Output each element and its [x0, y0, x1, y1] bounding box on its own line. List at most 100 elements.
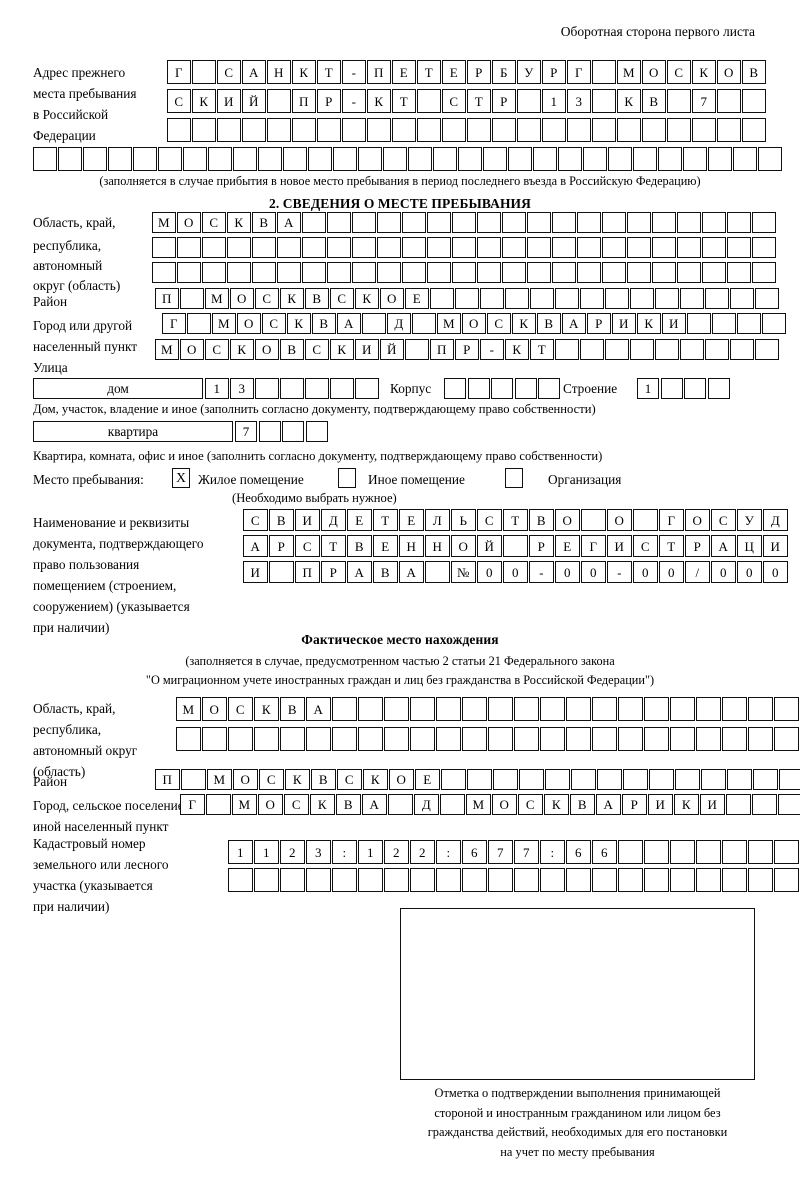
- house-cell-2[interactable]: 3: [230, 378, 254, 399]
- region-r1-cell-21[interactable]: [652, 212, 676, 233]
- document-r2-cell-8[interactable]: Н: [425, 535, 450, 557]
- actual-district-cell-17[interactable]: [571, 769, 596, 790]
- prev-address-r3-cell-3[interactable]: [217, 118, 241, 142]
- prev-address-r3-cell-18[interactable]: [592, 118, 616, 142]
- checkbox-organizaciya[interactable]: [505, 468, 523, 488]
- actual-region-r1-cell-11[interactable]: [436, 697, 461, 721]
- region-r3-cell-2[interactable]: [177, 262, 201, 283]
- actual-city-cell-15[interactable]: К: [544, 794, 569, 815]
- street-cell-4[interactable]: К: [230, 339, 254, 360]
- cadastral-r2-cell-3[interactable]: [280, 868, 305, 892]
- cadastral-r1-cell-14[interactable]: 6: [566, 840, 591, 864]
- cadastral-r1-cell-22[interactable]: [774, 840, 799, 864]
- district-cell-13[interactable]: [455, 288, 479, 309]
- actual-city-cell-1[interactable]: Г: [180, 794, 205, 815]
- prev-address-r3-cell-7[interactable]: [317, 118, 341, 142]
- document-r3-cell-13[interactable]: 0: [555, 561, 580, 583]
- actual-district-cell-9[interactable]: К: [363, 769, 388, 790]
- prev-address-r3-cell-4[interactable]: [242, 118, 266, 142]
- prev-address-r2-cell-23[interactable]: [717, 89, 741, 113]
- document-r1-cell-12[interactable]: В: [529, 509, 554, 531]
- region-r3-cell-10[interactable]: [377, 262, 401, 283]
- region-r2-cell-24[interactable]: [727, 237, 751, 258]
- prev-address-r1-cell-12[interactable]: Е: [442, 60, 466, 84]
- district-cell-6[interactable]: К: [280, 288, 304, 309]
- house-cell-4[interactable]: [280, 378, 304, 399]
- city-cell-18[interactable]: Р: [587, 313, 611, 334]
- stamp-area[interactable]: [400, 908, 755, 1080]
- korpus-cell-1[interactable]: [444, 378, 466, 399]
- document-r3-cell-3[interactable]: П: [295, 561, 320, 583]
- region-r2-cell-21[interactable]: [652, 237, 676, 258]
- prev-address-r1-cell-18[interactable]: [592, 60, 616, 84]
- stroenie-cell-1[interactable]: 1: [637, 378, 659, 399]
- actual-region-r2-cell-8[interactable]: [358, 727, 383, 751]
- cadastral-r2-cell-12[interactable]: [514, 868, 539, 892]
- actual-region-r2-cell-5[interactable]: [280, 727, 305, 751]
- stroenie-cell-2[interactable]: [660, 378, 683, 399]
- document-r3-cell-21[interactable]: 0: [763, 561, 788, 583]
- document-r1-cell-4[interactable]: Д: [321, 509, 346, 531]
- cadastral-r2-cell-13[interactable]: [540, 868, 565, 892]
- prev-address-r4-cell-22[interactable]: [558, 147, 582, 171]
- actual-region-r2-cell-11[interactable]: [436, 727, 461, 751]
- actual-city-cell-3[interactable]: М: [232, 794, 257, 815]
- prev-address-r1-cell-22[interactable]: К: [692, 60, 716, 84]
- korpus-row[interactable]: [444, 378, 560, 399]
- district-cell-8[interactable]: С: [330, 288, 354, 309]
- street-cell-8[interactable]: К: [330, 339, 354, 360]
- document-r2-cell-13[interactable]: Е: [555, 535, 580, 557]
- document-r2-cell-17[interactable]: Т: [659, 535, 684, 557]
- region-r2-cell-12[interactable]: [427, 237, 451, 258]
- korpus-cell-4[interactable]: [514, 378, 537, 399]
- document-r2-cell-14[interactable]: Г: [581, 535, 606, 557]
- prev-address-r3-cell-5[interactable]: [267, 118, 291, 142]
- actual-district-cell-4[interactable]: О: [233, 769, 258, 790]
- prev-address-r4-cell-28[interactable]: [708, 147, 732, 171]
- cadastral-row-2[interactable]: [228, 868, 800, 892]
- document-r1-cell-11[interactable]: Т: [503, 509, 528, 531]
- region-r1-cell-17[interactable]: [552, 212, 576, 233]
- document-r2-cell-15[interactable]: И: [607, 535, 632, 557]
- region-r2-cell-13[interactable]: [452, 237, 476, 258]
- cadastral-r1-cell-13[interactable]: :: [540, 840, 565, 864]
- document-r1-cell-2[interactable]: В: [269, 509, 294, 531]
- prev-address-r1-cell-15[interactable]: У: [517, 60, 541, 84]
- cadastral-r1-cell-16[interactable]: [618, 840, 643, 864]
- district-cell-19[interactable]: [605, 288, 629, 309]
- city-cell-4[interactable]: О: [237, 313, 261, 334]
- region-r3-cell-19[interactable]: [602, 262, 626, 283]
- region-r1-cell-4[interactable]: К: [227, 212, 251, 233]
- actual-district-cell-19[interactable]: [623, 769, 648, 790]
- street-cell-23[interactable]: [705, 339, 729, 360]
- district-cell-17[interactable]: [555, 288, 579, 309]
- actual-region-row-2[interactable]: [176, 727, 799, 751]
- document-r2-cell-9[interactable]: О: [451, 535, 476, 557]
- district-cell-10[interactable]: О: [380, 288, 404, 309]
- prev-address-r2-cell-1[interactable]: С: [167, 89, 191, 113]
- actual-city-cell-21[interactable]: И: [700, 794, 725, 815]
- prev-address-r1-cell-20[interactable]: О: [642, 60, 666, 84]
- prev-address-r1-cell-19[interactable]: М: [617, 60, 641, 84]
- actual-region-r1-cell-14[interactable]: [514, 697, 539, 721]
- actual-city-cell-6[interactable]: К: [310, 794, 335, 815]
- prev-address-r2-cell-4[interactable]: Й: [242, 89, 266, 113]
- actual-region-r1-cell-6[interactable]: А: [306, 697, 331, 721]
- region-r3-cell-8[interactable]: [327, 262, 351, 283]
- actual-region-r2-cell-24[interactable]: [774, 727, 799, 751]
- actual-district-cell-14[interactable]: [493, 769, 518, 790]
- cadastral-r1-cell-21[interactable]: [748, 840, 773, 864]
- document-r2-cell-6[interactable]: Е: [373, 535, 398, 557]
- prev-address-r4-cell-19[interactable]: [483, 147, 507, 171]
- region-r1-cell-14[interactable]: [477, 212, 501, 233]
- korpus-cell-3[interactable]: [491, 378, 513, 399]
- prev-address-r3-cell-24[interactable]: [742, 118, 766, 142]
- street-cell-15[interactable]: К: [505, 339, 529, 360]
- region-r2-cell-9[interactable]: [352, 237, 376, 258]
- cadastral-r2-cell-6[interactable]: [358, 868, 383, 892]
- region-r2-cell-3[interactable]: [202, 237, 226, 258]
- actual-district-cell-25[interactable]: [779, 769, 800, 790]
